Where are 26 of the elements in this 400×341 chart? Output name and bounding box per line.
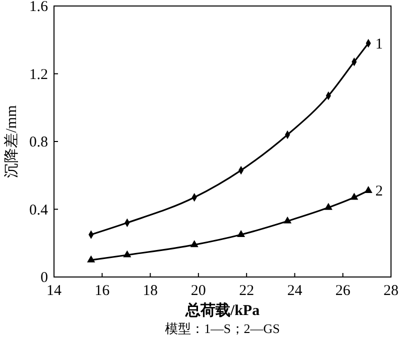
y-tick-label: 1.6 [29, 0, 48, 15]
point [87, 255, 96, 262]
x-tick-label: 22 [239, 283, 254, 299]
y-tick-label: 0.4 [29, 202, 48, 218]
series-label: 2 [375, 184, 383, 200]
x-axis-title: 总荷载/kPa [184, 302, 260, 319]
series-label: 1 [375, 36, 383, 52]
y-tick-label: 1.2 [29, 66, 48, 83]
y-tick-label: 0.8 [29, 134, 48, 150]
x-tick-label: 24 [287, 283, 303, 299]
point [237, 230, 246, 237]
x-tick-label: 28 [384, 283, 398, 299]
x-tick-label: 18 [142, 283, 158, 299]
point [350, 192, 358, 200]
y-axis-title: 沉降差/mm [3, 104, 20, 178]
point [283, 216, 292, 224]
x-tick-label: 20 [190, 283, 206, 299]
x-tick-label: 14 [46, 283, 62, 299]
x-tick-label: 16 [94, 283, 110, 299]
point [364, 186, 372, 193]
x-tick-label: 26 [335, 283, 351, 299]
text: 模型：1—S；2—GS [165, 321, 280, 336]
point [324, 202, 332, 210]
point [123, 250, 132, 258]
point [190, 240, 198, 248]
y-tick-label: 0 [40, 270, 48, 286]
